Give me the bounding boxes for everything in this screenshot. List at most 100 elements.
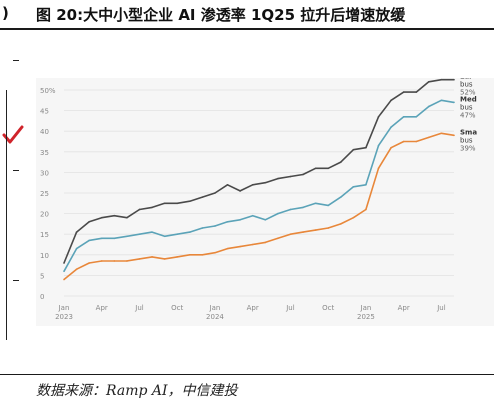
series-point [226, 183, 229, 186]
series-point [75, 231, 78, 233]
series-point [100, 237, 103, 240]
series-end-label: Med [460, 95, 477, 103]
series-point [100, 216, 103, 219]
x-tick-label: Jul [285, 304, 295, 312]
series-point [176, 233, 179, 235]
series-point [352, 216, 355, 219]
series-end-label: bus [460, 136, 473, 144]
margin-tick [13, 60, 19, 61]
x-tick-label: Apr [96, 304, 108, 312]
series-point [126, 260, 128, 262]
series-point [176, 202, 179, 205]
series-point [151, 256, 153, 258]
series-point [289, 208, 292, 211]
series-point [327, 204, 329, 207]
series-point [251, 214, 254, 217]
series-point [289, 175, 292, 178]
series-point [88, 221, 90, 223]
series-point [226, 247, 229, 250]
series-point [239, 245, 241, 248]
y-tick-label: 45 [40, 108, 49, 116]
series-end-label: Sma [460, 128, 477, 136]
margin-line [6, 90, 7, 340]
series-end-label: Lar [460, 78, 473, 81]
series-point [239, 218, 241, 221]
series-point [189, 200, 191, 203]
source-rule [0, 374, 494, 375]
series-point [339, 223, 342, 225]
series-line [63, 99, 455, 272]
series-point [100, 260, 103, 262]
series-point [453, 78, 455, 81]
title-bar: ) 图 20:大中小型企业 AI 渗透率 1Q25 拉升后增速放缓 [0, 0, 494, 30]
figure-title: 图 20:大中小型企业 AI 渗透率 1Q25 拉升后增速放缓 [36, 6, 406, 24]
title-paren: ) [2, 4, 9, 22]
series-point [251, 183, 254, 186]
series-point [327, 167, 329, 170]
series-point [339, 161, 342, 163]
y-tick-label: 35 [40, 149, 49, 157]
series-point [163, 235, 166, 238]
series-point [365, 208, 367, 211]
series-point [201, 227, 204, 229]
series-point [390, 99, 392, 102]
series-point [201, 196, 204, 198]
x-tick-label: Jul [436, 304, 446, 312]
y-tick-label: 30 [40, 169, 49, 177]
series-point [63, 278, 65, 281]
series-point [277, 177, 279, 180]
series-point [428, 105, 430, 108]
series-point [63, 270, 65, 273]
x-tick-year-label: 2023 [55, 313, 73, 321]
series-point [214, 192, 216, 194]
x-tick-label: Jan [58, 304, 70, 312]
title-rule [0, 28, 494, 30]
y-tick-label: 5 [40, 272, 44, 280]
y-tick-label: 25 [40, 190, 49, 198]
x-tick-label: Oct [171, 304, 183, 312]
series-point [302, 231, 304, 233]
series-point [327, 227, 329, 229]
series-point [415, 91, 418, 93]
series-point [314, 202, 317, 205]
x-tick-label: Oct [322, 304, 334, 312]
source-note: 数据来源：Ramp AI，中信建投 [36, 383, 238, 399]
series-point [377, 167, 380, 170]
series-point [176, 256, 179, 258]
series-point [402, 91, 405, 93]
series-point [88, 262, 90, 264]
series-point [226, 221, 229, 223]
series-point [75, 268, 78, 271]
series-point [277, 212, 279, 215]
x-tick-label: Apr [398, 304, 410, 312]
chart-panel: 0 5 10 15 20 25 30 35 40 45 50% Jan 2023 Apr Jul Oct Jan… [36, 78, 494, 326]
series-point [138, 233, 141, 235]
series-point [365, 183, 367, 186]
y-tick-label: 0 [40, 293, 44, 301]
series-point [277, 237, 279, 240]
series-point [63, 262, 65, 264]
series-point [138, 208, 141, 211]
series-point [377, 115, 380, 118]
series-point [138, 258, 141, 260]
x-tick-label: Jan [360, 304, 372, 312]
series-point [390, 146, 392, 149]
series-point [189, 254, 191, 256]
series-point [415, 140, 418, 143]
x-tick-year-label: 2025 [357, 313, 375, 321]
left-margin: 202519 [0, 30, 26, 350]
series-point [453, 134, 455, 137]
series-point [163, 258, 166, 260]
series-point [415, 115, 418, 118]
x-tick-label: Jul [134, 304, 144, 312]
series-end-label: bus [460, 81, 473, 89]
y-tick-label: 15 [40, 231, 49, 239]
series-point [163, 202, 166, 205]
series-point [440, 132, 443, 135]
series-point [214, 251, 216, 254]
series-end-label: 47% [460, 111, 476, 119]
series-line [63, 132, 455, 281]
series-end-label: bus [460, 103, 473, 111]
series-line [63, 78, 454, 264]
